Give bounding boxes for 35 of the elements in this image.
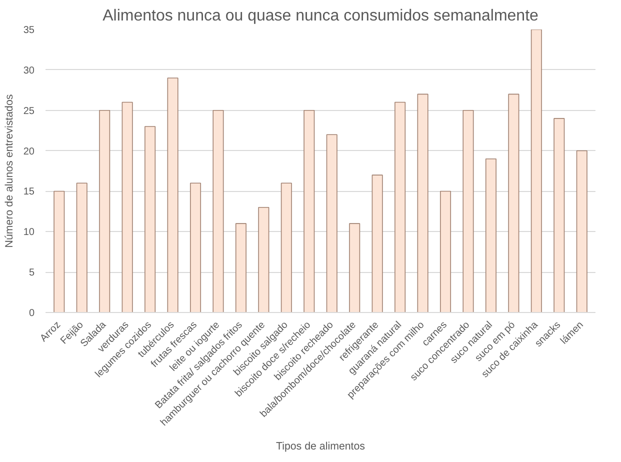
y-tick-label: 0 — [28, 308, 35, 319]
bar — [508, 94, 520, 312]
bar — [304, 110, 315, 312]
bar — [485, 158, 496, 312]
bar — [144, 126, 156, 312]
bar — [554, 118, 565, 312]
bar — [440, 190, 452, 312]
bar — [212, 110, 224, 312]
bar — [76, 182, 88, 312]
bar — [417, 94, 428, 312]
bar — [576, 150, 588, 312]
chart-title: Alimentos nunca ou quase nunca consumidos semanalmente — [102, 8, 539, 24]
bar — [99, 110, 110, 312]
y-tick-label: 35 — [23, 25, 35, 36]
bar — [280, 182, 292, 312]
y-tick-label: 5 — [28, 268, 35, 279]
bar — [235, 223, 246, 312]
bar — [462, 110, 474, 312]
x-axis-title: Tipos de alimentos — [276, 440, 366, 452]
y-tick-label: 10 — [23, 227, 35, 238]
bar — [167, 78, 178, 312]
bar — [394, 102, 406, 312]
y-tick-label: 25 — [23, 106, 35, 117]
y-axis-title: Número de alunos entrevistados — [3, 94, 16, 248]
bar — [326, 134, 338, 312]
y-tick-label: 15 — [23, 186, 35, 198]
bar — [54, 190, 65, 312]
y-tick-label: 30 — [23, 65, 35, 76]
bar — [372, 174, 383, 312]
bar — [349, 223, 360, 312]
bar — [122, 102, 133, 312]
y-tick-label: 20 — [23, 146, 35, 158]
bar — [258, 206, 270, 312]
bar — [530, 30, 542, 312]
bar — [190, 182, 202, 312]
